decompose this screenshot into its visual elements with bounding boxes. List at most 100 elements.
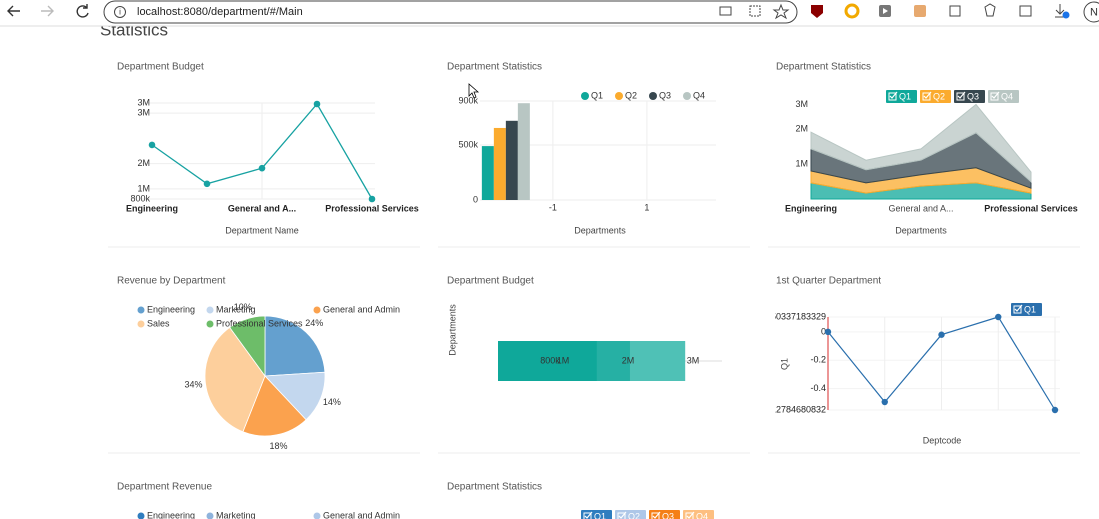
legend-check bbox=[618, 511, 627, 519]
x-tick-label: Engineering bbox=[785, 203, 837, 213]
y-tick-label: 2M bbox=[795, 123, 808, 133]
legend-label: Q4 bbox=[693, 90, 705, 100]
x-tick-label: -1 bbox=[549, 202, 557, 212]
apps-icon[interactable] bbox=[749, 5, 761, 17]
panel-title: Department Statistics bbox=[447, 482, 542, 493]
legend-label: Q2 bbox=[625, 90, 637, 100]
extension-play-glyph bbox=[883, 8, 888, 14]
x-tick-label: 1 bbox=[644, 202, 649, 212]
favorites-icon[interactable] bbox=[984, 3, 996, 17]
x-axis-label: Departments bbox=[574, 225, 626, 235]
point bbox=[824, 328, 832, 336]
extensions-icon[interactable] bbox=[949, 5, 961, 17]
bar bbox=[505, 120, 518, 200]
legend-check-box bbox=[685, 512, 694, 519]
legend-label: Sales bbox=[147, 318, 170, 328]
legend-label: Professional Services bbox=[216, 318, 303, 328]
legend-check bbox=[991, 91, 1000, 99]
x-tick-label: General and A... bbox=[228, 203, 296, 213]
point bbox=[1051, 406, 1059, 414]
panel-title: Department Revenue bbox=[117, 482, 212, 493]
y-tick-label: -0.2 bbox=[810, 355, 826, 365]
extension-face[interactable] bbox=[914, 5, 926, 17]
point bbox=[881, 398, 888, 406]
legend-check bbox=[889, 91, 898, 99]
legend-marker bbox=[137, 512, 145, 519]
data-label: 18% bbox=[269, 441, 287, 451]
y-tick-label: 0.1050337183329 bbox=[753, 311, 826, 321]
bar bbox=[498, 341, 597, 381]
x-tick-label: 1M bbox=[557, 355, 570, 365]
y-tick-label: 500k bbox=[458, 139, 478, 149]
y-tick-label: 1M bbox=[137, 183, 150, 193]
legend-label: Q4 bbox=[1001, 91, 1013, 101]
legend-marker bbox=[313, 306, 321, 314]
address-bar[interactable] bbox=[103, 0, 798, 24]
x-axis-label: Department Name bbox=[225, 225, 299, 235]
y-tick-label: 900k bbox=[458, 95, 478, 105]
legend-check bbox=[686, 511, 695, 519]
point bbox=[368, 195, 376, 203]
legend-label: General and Admin bbox=[323, 510, 400, 519]
legend-check bbox=[1014, 304, 1023, 312]
legend-marker bbox=[649, 92, 657, 100]
data-label: 14% bbox=[323, 397, 341, 407]
legend-label: Engineering bbox=[147, 510, 195, 519]
y-tick-label: 3M bbox=[795, 99, 808, 109]
separators bbox=[108, 246, 1080, 454]
legend-label: Q1 bbox=[899, 91, 911, 101]
extension-shield[interactable] bbox=[811, 5, 823, 18]
device-icon[interactable] bbox=[719, 6, 732, 16]
legend-label: Q3 bbox=[659, 90, 671, 100]
profile-initial: N bbox=[1090, 6, 1098, 18]
legend-marker bbox=[206, 512, 214, 519]
legend-check-box bbox=[583, 512, 592, 519]
x-tick-label: Engineering bbox=[126, 203, 178, 213]
bar bbox=[481, 146, 494, 200]
point bbox=[313, 100, 321, 108]
x-tick-label: 2M bbox=[622, 355, 635, 365]
extension-circle[interactable] bbox=[844, 3, 860, 19]
legend-label: Q3 bbox=[967, 91, 979, 101]
legend-marker bbox=[581, 92, 589, 100]
legend-label: Q1 bbox=[594, 511, 606, 519]
mouse-cursor bbox=[468, 83, 480, 99]
pie-slice bbox=[264, 315, 326, 377]
x-tick-label: General and A... bbox=[888, 203, 953, 213]
data-label: 10% bbox=[234, 302, 252, 312]
legend-marker bbox=[206, 306, 214, 314]
site-info-icon[interactable] bbox=[114, 6, 126, 18]
x-axis-label: Departments bbox=[895, 225, 947, 235]
legend-label: Q3 bbox=[662, 511, 674, 519]
y-tick-label: -0.5512784680832 bbox=[750, 404, 826, 414]
collections-icon[interactable] bbox=[1019, 5, 1032, 17]
legend-check bbox=[923, 91, 932, 99]
forward-button[interactable] bbox=[41, 5, 54, 17]
point bbox=[258, 164, 266, 172]
panel-title: Department Budget bbox=[117, 62, 204, 73]
legend-label: Q2 bbox=[628, 511, 640, 519]
legend-check-box bbox=[990, 92, 999, 101]
y-tick-label: -0.4 bbox=[810, 383, 826, 393]
point bbox=[148, 141, 156, 149]
y-tick-label: 2M bbox=[137, 158, 150, 168]
legend-check-box bbox=[617, 512, 626, 519]
profile-button[interactable] bbox=[1083, 1, 1099, 23]
url-text[interactable]: localhost:8080/department/#/Main bbox=[137, 6, 303, 18]
legend-check bbox=[957, 91, 966, 99]
legend-marker bbox=[137, 320, 145, 328]
legend-marker bbox=[137, 306, 145, 314]
reload-button[interactable] bbox=[76, 4, 89, 18]
back-button[interactable] bbox=[7, 5, 20, 17]
legend-check-box bbox=[956, 92, 965, 101]
point bbox=[938, 331, 945, 338]
pie-slice bbox=[204, 326, 266, 433]
legend-label: Marketing bbox=[216, 304, 256, 314]
favorite-icon[interactable] bbox=[772, 3, 790, 20]
y-tick-label: 3M bbox=[137, 107, 150, 117]
x-tick-label: 800k bbox=[540, 355, 560, 365]
y-tick-label: 1M bbox=[795, 158, 808, 168]
x-tick-label: Professional Services bbox=[984, 203, 1078, 213]
legend-marker bbox=[313, 512, 321, 519]
